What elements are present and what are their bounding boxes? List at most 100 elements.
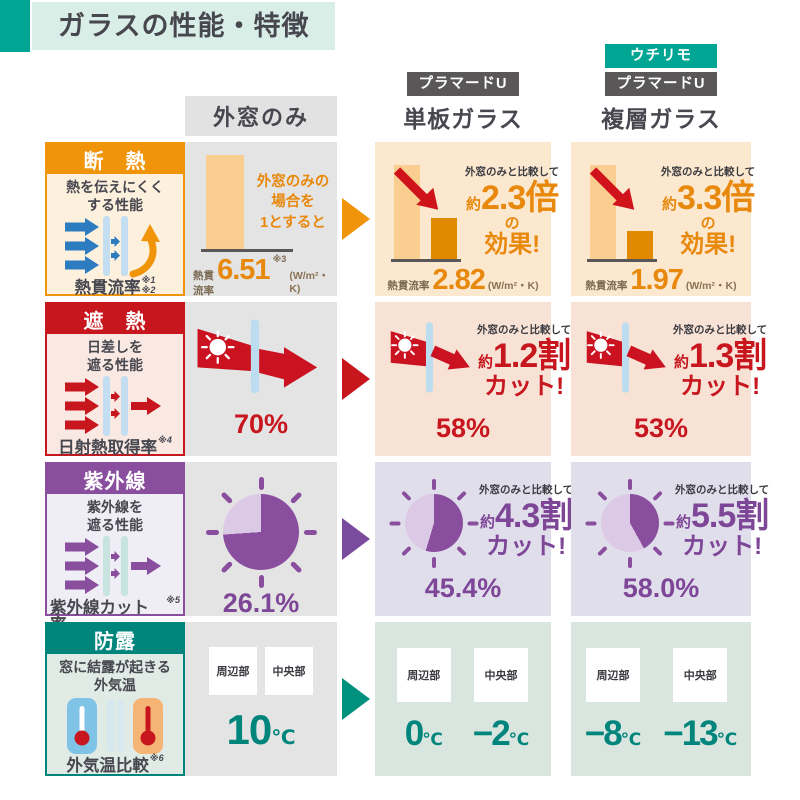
dew-edge-temp: 0℃ [405, 716, 443, 751]
uv-single-panel: 外窓のみと比較して 約4.3割 カット! 45.4% [375, 462, 573, 616]
compare-label: 外窓のみと比較して [673, 324, 768, 336]
desc-line: 紫外線を [87, 499, 143, 515]
compare-value: 約5.5割 カット! [675, 499, 769, 559]
insulation-baseline-panel: 外窓のみの 場合を 1とすると 熱貫流率 6.51 ※3 (W/m²・K) [185, 142, 337, 297]
right-arrow-icon [342, 358, 370, 400]
desc-line: 熱を伝えにくく [66, 179, 164, 195]
sun-ray [289, 490, 303, 504]
bar-improved [627, 231, 653, 259]
insulation-double-top: 外窓のみと比較して 約3.3倍の 効果! [579, 152, 755, 264]
sun-ray [432, 556, 436, 568]
footnote-mark: ※1 [141, 275, 156, 285]
compare-label: 外窓のみと比較して [465, 166, 560, 178]
insulation-icon [65, 216, 160, 278]
metric-label: 熱貫流率 [74, 279, 141, 297]
desc-line: する性能 [86, 196, 143, 213]
temp-unit: ℃ [620, 729, 642, 749]
down-arrow-icon [393, 164, 455, 224]
feature-desc-shielding: 日差しを 遮る性能 [87, 339, 143, 374]
uv-sun-pie-icon [205, 476, 317, 588]
shielding-single-top: 外窓のみと比較して 約1.2割 カット! [381, 310, 571, 413]
metric-footnotes: ※5 [166, 595, 180, 605]
comparison-grid: 外窓のみ プラマードU 単板ガラス ウチリモ プラマードU 複層ガラス 断 熱 … [45, 42, 769, 776]
uv-double-value: 58.0% [622, 573, 700, 603]
sun-ray [258, 574, 264, 588]
temp-value: 0 [404, 713, 425, 753]
sun-ray [389, 521, 401, 525]
compare-figure: 4.3割 [494, 497, 573, 535]
sun-ray [628, 556, 632, 568]
u-value-stat: 熱貫流率 2.82 (W/m²・K) [383, 264, 543, 301]
gap [551, 622, 571, 776]
sun-ray [456, 545, 467, 556]
right-arrow-icon [342, 518, 370, 560]
feature-desc-dew: 窓に結露が起きる 外気温 [59, 659, 171, 694]
compare-label: 外窓のみと比較して [661, 166, 756, 178]
header-spacer [337, 42, 375, 136]
sun-ray [205, 529, 219, 535]
footnote-mark: ※5 [166, 595, 180, 605]
uchirimo-badge: ウチリモ [605, 44, 717, 68]
shielding-double-value: 53% [633, 413, 689, 443]
temp-value: −13 [663, 713, 718, 753]
feature-metric-dew: 外気温比較 ※6 [66, 753, 163, 775]
stat-label: 熱貫流率 [585, 280, 628, 292]
sun-ray [663, 521, 675, 525]
column-header-double-label: 複層ガラス [601, 106, 721, 132]
center-label-box: 中央部 [474, 647, 528, 702]
caption-line: 場合を [271, 194, 315, 211]
temp-value: −8 [584, 713, 623, 753]
column-header-double: ウチリモ プラマードU 複層ガラス [571, 42, 751, 136]
desc-line: 外気温 [93, 676, 136, 693]
metric-footnotes: ※6 [150, 753, 164, 763]
uv-baseline-value: 26.1% [222, 588, 300, 618]
dew-edge-column: 周辺部 −8℃ [584, 647, 642, 753]
header-spacer [551, 42, 571, 136]
chart-axis [587, 259, 657, 262]
flow-arrow-cell [337, 302, 375, 456]
sun-ray [597, 490, 608, 501]
temp-unit: ℃ [716, 729, 738, 749]
compare-label: 外窓のみと比較して [479, 484, 574, 496]
caption-line: 1とすると [260, 214, 326, 231]
column-header-single-label: 単板ガラス [403, 106, 523, 132]
dew-center-column: 中央部 −2℃ [473, 647, 530, 751]
feature-body-uv: 紫外線を 遮る性能 紫外線カット率 ※5 [47, 494, 183, 639]
center-label-box: 中央部 [673, 647, 728, 702]
dew-center-temp: −2℃ [473, 716, 530, 751]
insulation-double-panel: 外窓のみと比較して 約3.3倍の 効果! 熱貫流率 1.97 (W/m²・K) [571, 142, 755, 296]
desc-line: 窓に結露が起きる [59, 659, 171, 675]
sun-ray [652, 490, 663, 501]
bar-improved [431, 218, 457, 259]
metric-footnotes: ※4 [158, 435, 172, 445]
chart-axis [391, 259, 461, 262]
sun-ray [628, 478, 632, 490]
footnote-mark: ※3 [272, 254, 287, 264]
sun-ray [467, 521, 479, 525]
sun-ray [432, 478, 436, 490]
uv-double-top: 外窓のみと比較して 約5.5割 カット! [577, 470, 769, 573]
dew-center-temp: −13℃ [663, 716, 737, 751]
column-header-single: プラマードU 単板ガラス [375, 42, 551, 136]
compare-figure: 3.3倍 [676, 179, 755, 217]
approx-prefix: 約 [477, 354, 493, 371]
sun-ray [401, 545, 412, 556]
compare-label: 外窓のみと比較して [477, 324, 572, 336]
feature-box-insulation: 断 熱 熱を伝えにくく する性能 熱貫流率 ※1 ※ [45, 142, 185, 296]
sun-ray [289, 560, 303, 574]
compare-effect: カット! [486, 532, 567, 560]
sun-ray [401, 490, 412, 501]
compare-value: 約3.3倍の 効果! [661, 181, 755, 257]
stat-unit: (W/m²・K) [487, 280, 539, 292]
feature-body-dew: 窓に結露が起きる 外気温 外気温比較 ※6 [47, 654, 183, 781]
footnote-mark: ※4 [158, 435, 172, 445]
edge-label-box: 周辺部 [209, 647, 257, 695]
compare-effect: カット! [682, 532, 763, 560]
feature-metric-shielding: 日射熱取得率 ※4 [58, 435, 172, 457]
brand-badge: プラマードU [605, 72, 717, 96]
stat-value: 6.51 [217, 254, 270, 286]
sun-ray [219, 560, 233, 574]
compare-figure: 5.5割 [690, 497, 769, 535]
shielding-baseline-panel: 70% [185, 302, 337, 456]
shielding-baseline-value: 70% [233, 409, 289, 439]
